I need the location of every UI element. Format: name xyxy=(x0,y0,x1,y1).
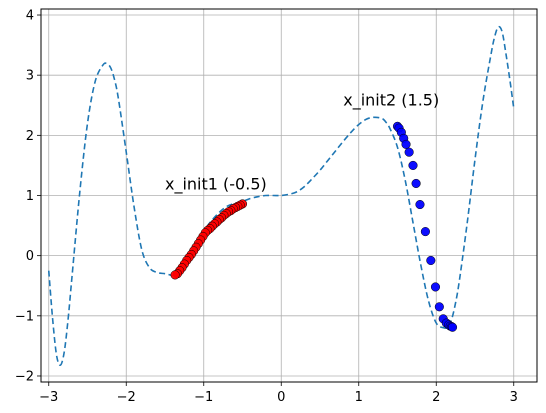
y-tick-label: 0 xyxy=(26,249,34,264)
annotation-1: x_init1 (-0.5) xyxy=(165,174,267,194)
series-2-point xyxy=(411,178,421,189)
y-tick-label: 4 xyxy=(26,9,34,24)
series-2-point xyxy=(408,160,418,170)
markers xyxy=(170,121,458,332)
ticks: −3 −2 −1 0 1 2 3 −2 −1 0 1 2 3 4 xyxy=(15,9,518,405)
x-tick-label: 3 xyxy=(510,390,518,405)
series-2-point xyxy=(430,282,441,292)
series-2-point xyxy=(434,302,444,312)
grid xyxy=(41,9,537,382)
y-tick-label: −1 xyxy=(15,309,34,324)
y-tick-label: 2 xyxy=(26,129,34,144)
x-tick-label: −1 xyxy=(194,390,213,405)
x-tick-label: 1 xyxy=(355,390,363,405)
series-2-point xyxy=(404,147,414,157)
x-tick-label: −2 xyxy=(117,390,136,405)
series-2-point xyxy=(420,227,430,237)
series-2-point xyxy=(447,322,458,332)
y-tick-label: 3 xyxy=(26,69,34,84)
series-2-point xyxy=(426,255,436,266)
y-tick-label: −2 xyxy=(15,369,34,384)
series-1-point xyxy=(170,270,180,280)
function-curve xyxy=(47,25,515,366)
annotation-2: x_init2 (1.5) xyxy=(343,90,439,110)
annotations: x_init1 (-0.5) x_init2 (1.5) xyxy=(165,90,439,194)
x-tick-label: 2 xyxy=(432,390,440,405)
x-tick-label: −3 xyxy=(39,390,58,405)
series-2-point xyxy=(415,199,425,210)
series-2-point xyxy=(401,139,411,149)
x-tick-label: 0 xyxy=(277,390,285,405)
y-tick-label: 1 xyxy=(26,189,34,204)
